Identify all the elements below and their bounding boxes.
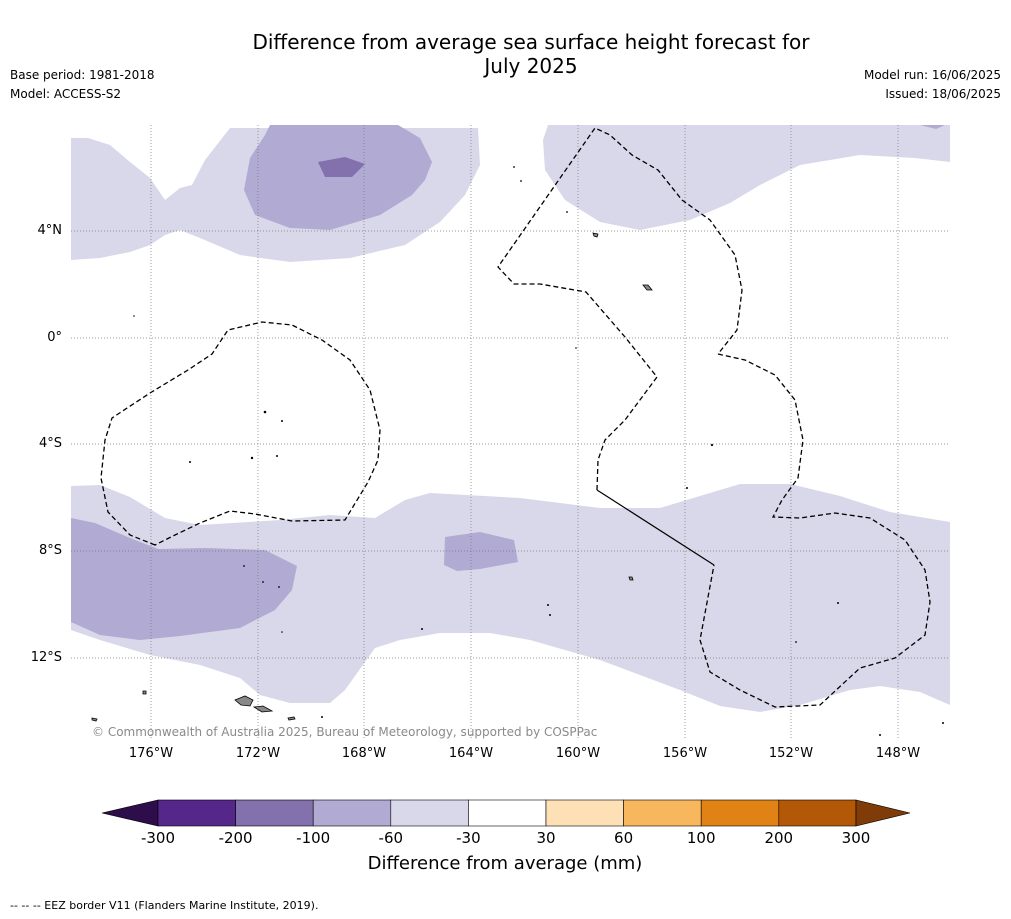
colorbar-bin xyxy=(468,799,547,827)
lon-label-176w: 176°W xyxy=(128,746,174,761)
island-dot xyxy=(795,641,797,643)
island-dot xyxy=(321,716,323,718)
colorbar-bin xyxy=(235,799,314,827)
eez-footnote: -- -- -- EEZ border V11 (Flanders Marine… xyxy=(10,899,319,912)
lat-label-8s: 8°S xyxy=(38,543,62,558)
lat-label-12s: 12°S xyxy=(30,650,62,665)
model-run-text: Model run: 16/06/2025 xyxy=(863,68,1001,82)
lon-label-172w: 172°W xyxy=(235,746,281,761)
model-text: Model: ACCESS-S2 xyxy=(10,87,122,101)
colorbar-tick: 30 xyxy=(536,829,556,847)
colorbar-bin xyxy=(700,799,780,827)
anomaly-patch-medium-central xyxy=(444,532,518,571)
colorbar-bin xyxy=(778,799,857,827)
island-dot xyxy=(942,722,944,724)
lon-label-164w: 164°W xyxy=(448,746,494,761)
colorbar-bin xyxy=(390,799,469,827)
colorbar-title: Difference from average (mm) xyxy=(367,853,643,874)
anomaly-band-light-south xyxy=(71,484,950,712)
lon-label-156w: 156°W xyxy=(662,746,708,761)
graticule xyxy=(71,125,950,738)
colorbar-bin xyxy=(157,799,236,827)
island-dot xyxy=(189,461,191,463)
colorbar-tick: -200 xyxy=(218,829,253,847)
islands xyxy=(91,232,653,722)
island-dot xyxy=(281,420,283,422)
island-savaii xyxy=(234,695,254,707)
colorbar-tick: -30 xyxy=(456,829,481,847)
island-dot xyxy=(686,487,688,489)
colorbar-tick: 200 xyxy=(764,829,794,847)
lat-label-4n: 4°N xyxy=(37,223,63,238)
island-atoll-3 xyxy=(628,576,634,581)
island-atoll-1 xyxy=(642,284,653,291)
island-dot xyxy=(549,614,551,616)
eez-border-french-polynesia xyxy=(699,353,931,708)
anomaly-patch-medium-north-east xyxy=(920,125,945,129)
island-dot xyxy=(281,631,283,633)
title-line-2: July 2025 xyxy=(484,54,578,78)
run-info: Model run: 16/06/2025 Issued: 18/06/2025 xyxy=(864,66,1001,104)
island-dot xyxy=(243,565,245,567)
island-dot xyxy=(879,734,881,736)
colorbar-tick: -300 xyxy=(140,829,176,847)
eez-border-kiribati-line xyxy=(497,127,743,491)
island-dot xyxy=(520,180,522,182)
island-dot xyxy=(133,315,135,317)
eez-border-solid-segment xyxy=(596,489,715,566)
eez-borders xyxy=(100,127,931,708)
colorbar-bin xyxy=(623,799,702,827)
colorbar-bin xyxy=(312,799,392,827)
colorbar xyxy=(101,799,911,827)
island-dot xyxy=(710,443,714,447)
lat-label-4s: 4°S xyxy=(38,436,62,451)
island-dot xyxy=(566,211,568,213)
island-dot xyxy=(421,628,423,630)
island-dot xyxy=(262,581,264,583)
lon-label-152w: 152°W xyxy=(768,746,814,761)
island-small-2 xyxy=(91,717,98,722)
island-dot xyxy=(547,604,549,606)
island-small-3 xyxy=(287,716,296,721)
island-dot xyxy=(575,347,577,349)
anomaly-patch-medium-south-west xyxy=(71,518,297,640)
colorbar-extend-left xyxy=(101,799,159,827)
map-title: Difference from average sea surface heig… xyxy=(231,30,831,78)
colorbar-tick: 60 xyxy=(614,829,634,847)
lon-label-168w: 168°W xyxy=(341,746,387,761)
island-dot xyxy=(276,455,278,457)
island-dot xyxy=(513,166,515,168)
base-info: Base period: 1981-2018 Model: ACCESS-S2 xyxy=(10,66,155,104)
lat-label-0: 0° xyxy=(47,330,62,345)
lon-label-160w: 160°W xyxy=(555,746,601,761)
island-dot xyxy=(837,602,839,604)
island-dots xyxy=(133,166,944,736)
title-line-1: Difference from average sea surface heig… xyxy=(252,30,810,54)
island-dot xyxy=(250,456,254,460)
colorbar-tick: -60 xyxy=(378,829,404,847)
colorbar-tick: 100 xyxy=(686,829,716,847)
anomaly-band-light-north-east xyxy=(543,125,950,230)
copyright-notice: © Commonwealth of Australia 2025, Bureau… xyxy=(92,725,598,739)
island-dot xyxy=(263,410,267,414)
base-period-text: Base period: 1981-2018 xyxy=(10,68,155,82)
anomaly-patch-strong xyxy=(318,157,365,177)
island-dot xyxy=(278,586,280,588)
colorbar-bin xyxy=(545,799,624,827)
island-upolu xyxy=(252,705,274,713)
eez-border-kiribati-phoenix xyxy=(100,321,381,546)
colorbar-tick: 300 xyxy=(841,829,871,847)
colorbar-extend-right xyxy=(855,799,911,827)
anomaly-patch-medium-north xyxy=(244,125,432,230)
island-atoll-2 xyxy=(592,232,599,238)
lon-label-148w: 148°W xyxy=(875,746,921,761)
island-small-1 xyxy=(142,690,147,695)
colorbar-tick: -100 xyxy=(296,829,331,847)
issued-text: Issued: 18/06/2025 xyxy=(885,87,1001,101)
